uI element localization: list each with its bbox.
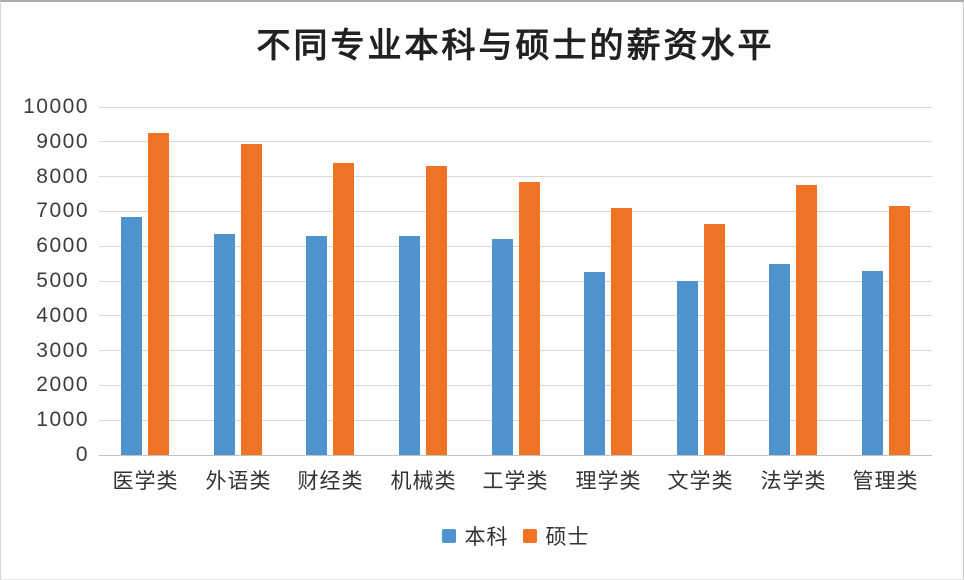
gridline-8000	[99, 176, 932, 178]
x-label-5: 理学类	[575, 470, 642, 493]
legend-swatch-undergraduate	[441, 529, 456, 543]
bar-master-8	[889, 206, 910, 455]
bar-undergraduate-8	[862, 271, 883, 455]
x-label-1: 外语类	[205, 470, 272, 493]
legend-item-undergraduate: 本科	[441, 521, 509, 551]
legend-swatch-master	[522, 529, 537, 543]
x-label-0: 医学类	[112, 470, 179, 493]
bar-master-0	[148, 133, 169, 455]
x-label-3: 机械类	[390, 470, 457, 493]
y-tick-label-10000: 10000	[23, 95, 89, 118]
gridline-6000	[99, 245, 932, 247]
chart-title: 不同专业本科与硕士的薪资水平	[256, 28, 775, 65]
y-tick-label-2000: 2000	[36, 373, 89, 397]
bar-undergraduate-0	[121, 217, 142, 455]
bar-master-3	[426, 166, 447, 455]
legend: 本科 硕士	[99, 523, 932, 549]
bar-undergraduate-1	[214, 234, 235, 455]
x-axis-line	[99, 454, 932, 456]
bar-undergraduate-3	[399, 236, 420, 455]
gridline-10000	[99, 106, 932, 108]
gridline-4000	[99, 315, 932, 317]
legend-label-master: 硕士	[545, 526, 590, 549]
bar-master-5	[611, 208, 632, 455]
bar-master-6	[704, 224, 725, 455]
x-label-7: 法学类	[760, 470, 827, 493]
y-tick-label-5000: 5000	[36, 269, 89, 292]
bar-undergraduate-7	[769, 264, 790, 455]
y-tick-label-1000: 1000	[36, 408, 89, 432]
bar-undergraduate-5	[584, 272, 605, 455]
x-label-8: 管理类	[852, 470, 919, 493]
gridline-2000	[99, 384, 932, 386]
y-tick-label-7000: 7000	[36, 199, 89, 223]
bar-master-4	[519, 182, 540, 455]
bar-undergraduate-2	[306, 236, 327, 455]
y-tick-label-3000: 3000	[36, 338, 89, 362]
bar-undergraduate-4	[492, 239, 513, 455]
y-tick-label-0: 0	[75, 443, 89, 466]
gridline-7000	[99, 210, 932, 212]
legend-item-master: 硕士	[522, 521, 590, 551]
y-tick-label-4000: 4000	[36, 303, 89, 327]
y-tick-label-6000: 6000	[36, 234, 89, 258]
gridline-5000	[99, 280, 932, 282]
bar-undergraduate-6	[677, 281, 698, 455]
x-label-6: 文学类	[667, 470, 734, 493]
y-tick-label-9000: 9000	[36, 129, 89, 153]
x-label-2: 财经类	[297, 470, 364, 493]
gridline-9000	[99, 141, 932, 143]
gridline-1000	[99, 419, 932, 421]
bar-master-2	[333, 163, 354, 455]
bar-master-7	[796, 185, 817, 455]
legend-label-undergraduate: 本科	[464, 526, 509, 549]
y-tick-label-8000: 8000	[36, 164, 89, 188]
bar-master-1	[241, 144, 262, 455]
gridline-3000	[99, 350, 932, 352]
x-label-4: 工学类	[482, 470, 549, 493]
